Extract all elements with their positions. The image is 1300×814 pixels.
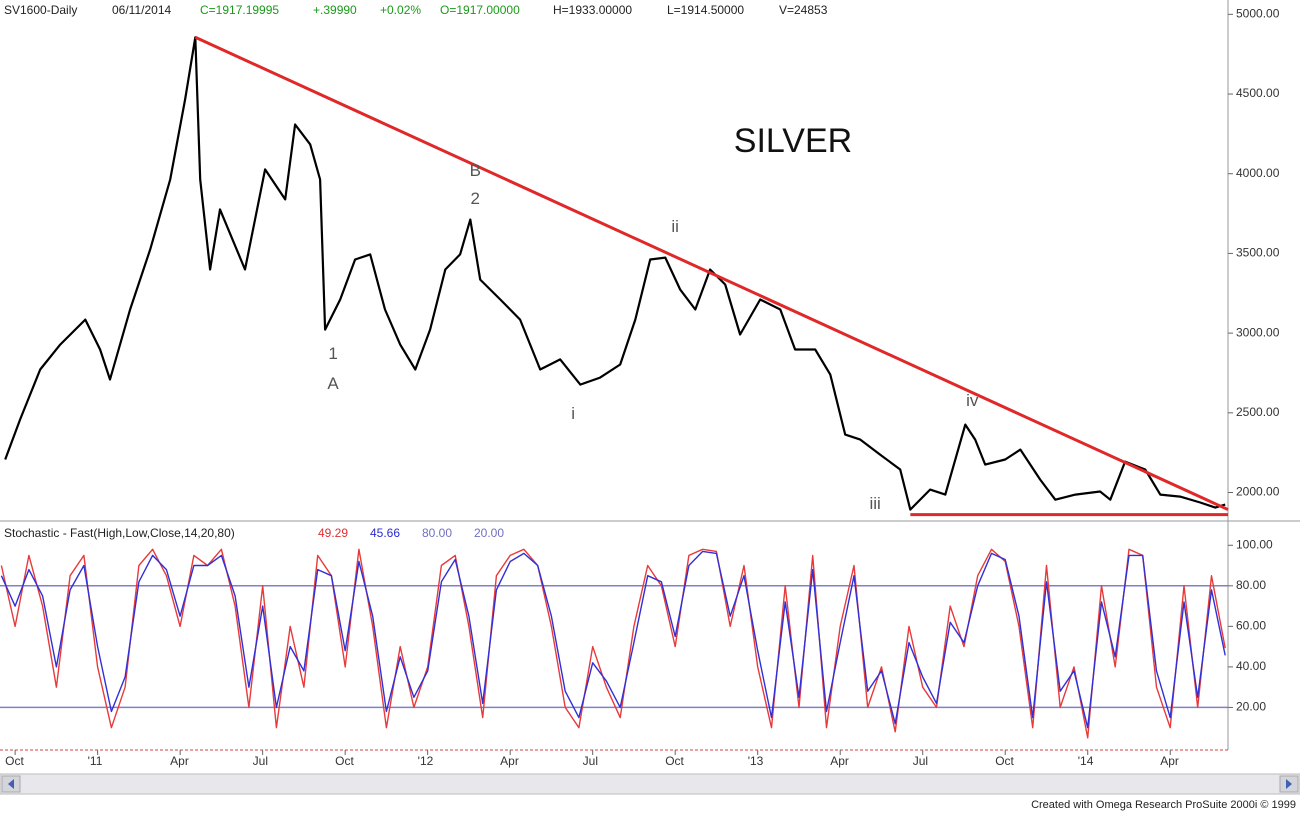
pct-change: +0.02% [380,3,421,17]
wave-label: i [571,404,575,423]
readout: 49.29 [318,526,348,540]
x-tick-label: Jul [253,754,268,768]
wave-label: 1 [328,344,337,363]
y-tick-label: 80.00 [1236,578,1266,592]
x-tick-label: Oct [5,754,24,768]
low: L=1914.50000 [667,3,744,17]
readout: 45.66 [370,526,400,540]
x-tick-label: Jul [583,754,598,768]
y-tick-label: 2500.00 [1236,405,1280,419]
wave-label: B [470,161,481,180]
arrow-left [8,779,14,789]
x-tick-label: Apr [830,754,849,768]
x-tick-label: Oct [995,754,1014,768]
x-tick-label: '11 [88,754,103,768]
x-tick-label: '12 [418,754,434,768]
x-tick-label: Apr [1160,754,1179,768]
y-tick-label: 3500.00 [1236,246,1280,260]
x-tick-label: Oct [335,754,354,768]
y-tick-label: 3000.00 [1236,325,1280,339]
readout: 80.00 [422,526,452,540]
x-tick-label: Jul [913,754,928,768]
wave-label: iii [869,494,880,513]
y-tick-label: 40.00 [1236,659,1266,673]
date: 06/11/2014 [112,3,171,17]
y-tick-label: 4500.00 [1236,86,1280,100]
wave-label: A [327,374,339,393]
indicator-title: Stochastic - Fast(High,Low,Close,14,20,8… [4,526,235,540]
wave-label: ii [671,217,679,236]
series-line [0,548,1226,739]
close: C=1917.19995 [200,3,279,17]
x-tick-label: '14 [1078,754,1094,768]
series-line [0,550,1226,729]
readout: 20.00 [474,526,504,540]
open: O=1917.00000 [440,3,520,17]
symbol: SV1600-Daily [4,3,77,17]
y-tick-label: 2000.00 [1236,485,1280,499]
y-tick-label: 20.00 [1236,700,1266,714]
wave-label: 2 [471,189,480,208]
change: +.39990 [313,3,357,17]
series-line [4,36,1226,511]
y-tick-label: 5000.00 [1236,7,1280,21]
footer: Created with Omega Research ProSuite 200… [1031,799,1296,811]
chart-title: SILVER [734,122,852,160]
trend-line [194,35,1229,511]
x-tick-label: Apr [170,754,189,768]
x-tick-label: Apr [500,754,519,768]
arrow-right [1286,779,1292,789]
y-tick-label: 60.00 [1236,619,1266,633]
x-tick-label: Oct [665,754,684,768]
wave-label: iv [966,391,979,410]
high: H=1933.00000 [553,3,632,17]
y-tick-label: 4000.00 [1236,166,1280,180]
scrollbar[interactable] [0,773,1300,795]
volume: V=24853 [779,3,828,17]
y-tick-label: 100.00 [1236,537,1273,551]
x-tick-label: '13 [748,754,764,768]
